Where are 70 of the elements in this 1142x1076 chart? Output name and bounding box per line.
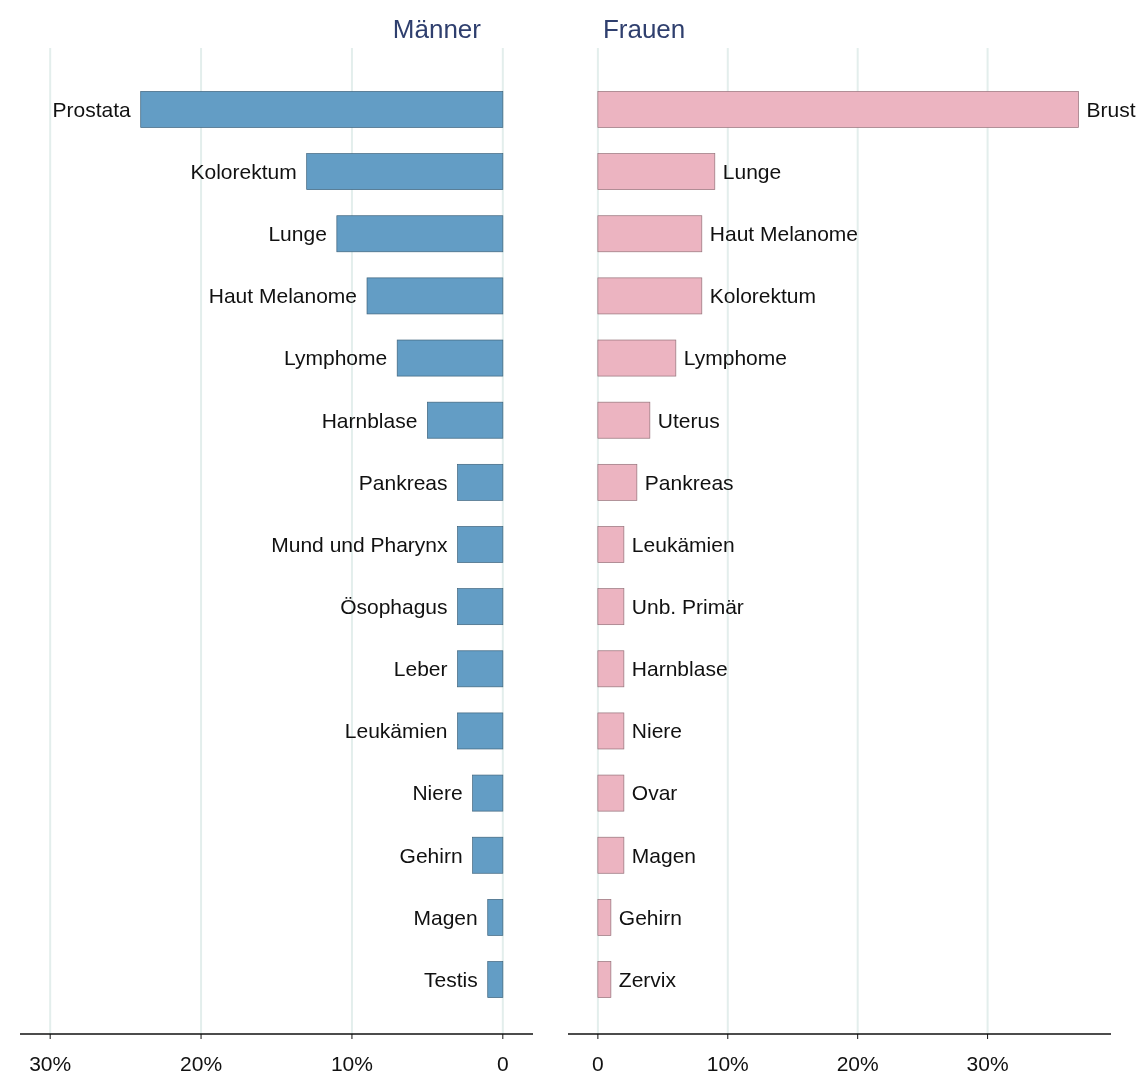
y-tick-label: Lunge bbox=[722, 159, 782, 183]
bar bbox=[597, 961, 612, 998]
bar bbox=[597, 463, 638, 501]
x-tick-label: 10% bbox=[330, 1052, 373, 1075]
bar bbox=[457, 588, 504, 626]
y-tick-label: Ovar bbox=[631, 781, 678, 805]
bar bbox=[597, 153, 716, 190]
bar bbox=[472, 836, 504, 874]
y-tick-label: Leukämien bbox=[631, 532, 735, 556]
y-tick-label: Lymphome bbox=[284, 346, 388, 370]
y-tick-label: Kolorektum bbox=[190, 159, 297, 183]
y-tick-label: Mund und Pharynx bbox=[271, 532, 449, 556]
bar bbox=[597, 588, 625, 626]
bar bbox=[597, 339, 677, 377]
bar bbox=[487, 899, 504, 936]
y-tick-label: Unb. Primär bbox=[631, 595, 744, 618]
y-tick-label: Niere bbox=[631, 719, 683, 743]
y-tick-label: Magen bbox=[413, 905, 478, 929]
y-tick-label: Haut Melanome bbox=[208, 284, 358, 308]
y-tick-label: Kolorektum bbox=[709, 284, 817, 308]
x-tick-label: 20% bbox=[836, 1052, 879, 1075]
bar bbox=[597, 774, 625, 812]
y-tick-label: Pankreas bbox=[358, 470, 448, 494]
bar bbox=[366, 277, 504, 315]
bar bbox=[487, 961, 504, 998]
y-tick-label: Niere bbox=[412, 781, 463, 805]
y-tick-label: Leukämien bbox=[344, 719, 448, 743]
y-tick-label: Magen bbox=[631, 843, 697, 867]
y-tick-label: Leber bbox=[393, 657, 448, 681]
bar bbox=[472, 774, 504, 812]
x-tick-label: 0 bbox=[592, 1052, 604, 1075]
bar bbox=[597, 836, 625, 874]
bar bbox=[597, 899, 612, 936]
bar bbox=[336, 215, 504, 253]
y-tick-label: Gehirn bbox=[399, 843, 463, 867]
x-tick-label: 0 bbox=[496, 1052, 509, 1075]
chart-title: Frauen bbox=[602, 14, 686, 44]
bar bbox=[427, 401, 504, 439]
y-tick-label: Ösophagus bbox=[340, 595, 448, 618]
y-tick-label: Lunge bbox=[268, 222, 327, 246]
bar bbox=[457, 463, 504, 501]
x-tick-label: 20% bbox=[180, 1052, 223, 1075]
bar bbox=[457, 650, 504, 688]
x-tick-label: 30% bbox=[966, 1052, 1009, 1075]
bar bbox=[597, 712, 625, 750]
y-tick-label: Lymphome bbox=[683, 346, 787, 370]
y-tick-label: Testis bbox=[424, 967, 478, 991]
y-tick-label: Prostata bbox=[52, 97, 132, 121]
y-tick-label: Zervix bbox=[618, 967, 677, 991]
y-tick-label: Haut Melanome bbox=[709, 222, 859, 246]
bar bbox=[597, 277, 703, 315]
y-tick-label: Pankreas bbox=[644, 470, 734, 494]
bar bbox=[597, 401, 651, 439]
y-tick-label: Harnblase bbox=[321, 408, 418, 432]
y-tick-label: Harnblase bbox=[631, 657, 728, 681]
bar bbox=[597, 650, 625, 688]
y-tick-label: Gehirn bbox=[618, 905, 682, 929]
x-tick-label: 10% bbox=[706, 1052, 749, 1075]
bar bbox=[140, 91, 504, 128]
bar bbox=[597, 215, 703, 253]
y-tick-label: Uterus bbox=[657, 408, 720, 432]
bar bbox=[457, 712, 504, 750]
bar bbox=[597, 526, 625, 563]
bar bbox=[457, 526, 504, 563]
bar bbox=[396, 339, 504, 377]
y-tick-label: Brust bbox=[1086, 97, 1136, 121]
chart-title: Männer bbox=[392, 14, 482, 44]
bar bbox=[306, 153, 504, 190]
x-tick-label: 30% bbox=[29, 1052, 72, 1075]
bar bbox=[597, 91, 1079, 128]
